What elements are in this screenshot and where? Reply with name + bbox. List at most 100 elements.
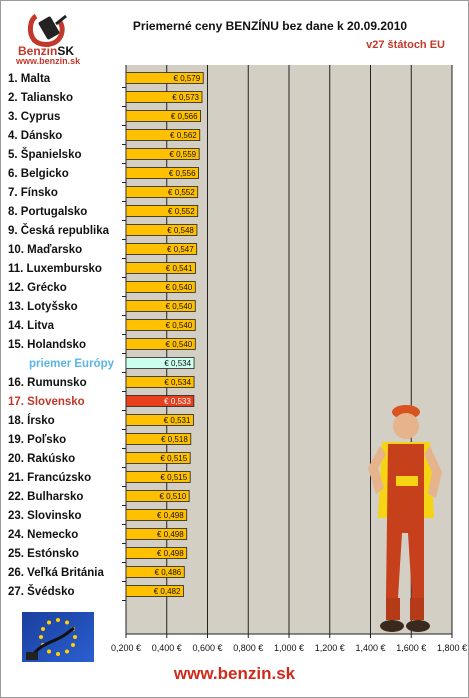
data-label: € 0,547 (167, 245, 194, 254)
category-label: 4. Dánsko (8, 130, 62, 142)
category-label: 18. Írsko (8, 414, 55, 427)
category-label: 17. Slovensko (8, 396, 85, 408)
bar (125, 205, 199, 217)
x-tick-label: 1,800 € (437, 643, 467, 653)
data-label: € 0,541 (166, 264, 193, 273)
data-label: € 0,540 (166, 321, 193, 330)
x-tick-label: 0,600 € (192, 643, 222, 653)
bar (125, 319, 196, 331)
data-label: € 0,579 (174, 74, 201, 83)
brand-name: BenzinSK (18, 44, 75, 58)
bar (125, 91, 203, 103)
chart-subtitle: v27 štátoch EU (366, 39, 445, 51)
data-label: € 0,540 (166, 340, 193, 349)
data-label: € 0,515 (160, 454, 187, 463)
category-label: 1. Malta (8, 73, 51, 85)
category-label: 27. Švédsko (8, 585, 74, 598)
data-label: € 0,573 (172, 93, 199, 102)
x-tick-label: 0,200 € (111, 643, 141, 653)
category-label: 10. Maďarsko (8, 244, 82, 256)
category-label: 21. Francúzsko (8, 472, 91, 484)
category-label: 11. Luxembursko (8, 263, 102, 275)
bar (125, 490, 190, 502)
bar (125, 281, 196, 293)
bar (125, 414, 194, 426)
bar (125, 585, 184, 597)
data-label: € 0,540 (166, 302, 193, 311)
category-label: 19. Poľsko (8, 434, 66, 446)
data-label: € 0,552 (168, 207, 195, 216)
benzin-logo-icon (27, 13, 67, 47)
x-tick-label: 1,600 € (396, 643, 426, 653)
bar (125, 433, 192, 445)
data-label: € 0,486 (155, 568, 182, 577)
bar (125, 243, 198, 255)
category-label: 15. Holandsko (8, 339, 86, 351)
category-label: 22. Bulharsko (8, 491, 83, 503)
brand-url: www.benzin.sk (16, 56, 81, 66)
category-label: 8. Portugalsko (8, 206, 87, 218)
data-label: € 0,556 (169, 169, 196, 178)
bar (125, 357, 195, 369)
bar (125, 528, 188, 540)
data-label: € 0,515 (160, 473, 187, 482)
data-label: € 0,531 (164, 416, 191, 425)
bar (125, 566, 185, 578)
category-label: priemer Európy (29, 358, 115, 370)
data-label: € 0,540 (166, 283, 193, 292)
data-label: € 0,534 (164, 378, 191, 387)
category-label: 16. Rumunsko (8, 377, 87, 389)
x-tick-label: 1,000 € (274, 643, 304, 653)
category-label: 20. Rakúsko (8, 453, 75, 465)
x-tick-label: 1,200 € (315, 643, 345, 653)
chart-title: Priemerné ceny BENZÍNU bez dane k 20.09.… (132, 19, 408, 33)
category-label: 25. Estónsko (8, 548, 79, 560)
category-label: 7. Fínsko (8, 187, 58, 199)
bar (125, 262, 196, 274)
data-label: € 0,548 (167, 226, 194, 235)
x-tick-label: 0,800 € (233, 643, 263, 653)
bar (125, 186, 199, 198)
bar (125, 395, 195, 407)
data-label: € 0,510 (159, 492, 186, 501)
eu-flag-icon (22, 612, 94, 662)
bar (125, 72, 204, 84)
bar (125, 110, 201, 122)
data-label: € 0,498 (157, 511, 184, 520)
category-label: 6. Belgicko (8, 168, 69, 180)
category-label: 2. Taliansko (8, 92, 73, 104)
footer-url: www.benzin.sk (173, 664, 296, 683)
data-label: € 0,566 (171, 112, 198, 121)
x-tick-label: 1,400 € (355, 643, 385, 653)
bar (125, 547, 188, 559)
bar (125, 167, 199, 179)
category-label: 3. Cyprus (8, 111, 60, 123)
category-label: 13. Lotyšsko (8, 301, 78, 313)
bar (125, 471, 191, 483)
data-label: € 0,534 (164, 359, 191, 368)
data-label: € 0,518 (161, 435, 188, 444)
category-label: 24. Nemecko (8, 529, 78, 541)
bar (125, 509, 188, 521)
bar (125, 300, 196, 312)
x-tick-label: 0,400 € (152, 643, 182, 653)
data-label: € 0,562 (170, 131, 197, 140)
category-label: 23. Slovinsko (8, 510, 82, 522)
category-label: 9. Česká republika (8, 224, 110, 237)
data-label: € 0,552 (168, 188, 195, 197)
data-label: € 0,533 (164, 397, 191, 406)
category-label: 5. Španielsko (8, 148, 82, 161)
bar (125, 338, 196, 350)
bar (125, 452, 191, 464)
mascot-worker-icon (368, 405, 442, 632)
data-label: € 0,559 (169, 150, 196, 159)
category-label: 12. Grécko (8, 282, 67, 294)
bar (125, 129, 201, 141)
bar (125, 224, 198, 236)
data-label: € 0,482 (154, 587, 181, 596)
data-label: € 0,498 (157, 530, 184, 539)
bar (125, 148, 200, 160)
bar (125, 376, 195, 388)
data-label: € 0,498 (157, 549, 184, 558)
